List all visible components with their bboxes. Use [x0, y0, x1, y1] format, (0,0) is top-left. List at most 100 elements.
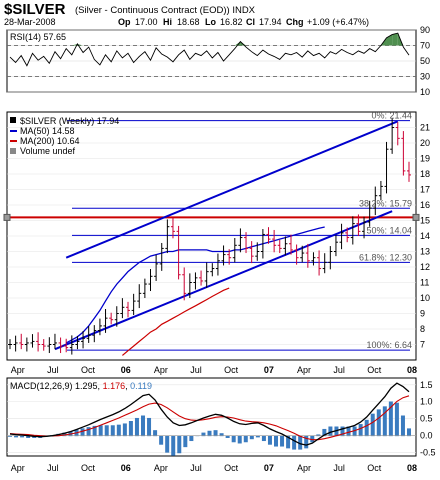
channel-lower-line [54, 210, 393, 351]
support-handle-left [3, 213, 11, 221]
legend-ma200: MA(200) 10.64 [20, 136, 80, 146]
macd-x-tick-label: Apr [297, 463, 311, 473]
price-tick-label: 7 [420, 340, 425, 350]
macd-histogram-bar [207, 430, 212, 437]
macd-histogram-bar [274, 435, 278, 447]
macd-x-tick-label: Oct [367, 463, 382, 473]
price-overlays [3, 120, 420, 356]
macd-histogram-bar [334, 426, 339, 437]
price-x-axis: Apr Jul Oct 06 Apr Jul Oct 07 Apr Jul Oct 08 [11, 365, 417, 375]
macd-histogram-bar [322, 428, 327, 437]
macd-histogram-bar [352, 426, 357, 437]
price-x-tick-label: 06 [121, 365, 131, 375]
price-tick-label: 10 [420, 293, 430, 303]
price-legend: $SILVER (Weekly) 17.94 MA(50) 14.58 MA(2… [10, 116, 119, 156]
low-value: 16.82 [220, 17, 243, 27]
macd-line [9, 382, 410, 446]
rsi-y-axis: 90 70 50 30 10 [420, 25, 430, 97]
price-tick-label: 8 [420, 324, 425, 334]
rsi-tick-label: 30 [420, 72, 430, 82]
change-label: Chg [286, 17, 304, 27]
macd-histogram-bar [92, 425, 97, 437]
price-x-tick-label: Oct [81, 365, 96, 375]
macd-histogram-bar [286, 435, 291, 449]
rsi-plot [9, 32, 410, 67]
support-handle-right [412, 213, 420, 221]
open-label: Op [118, 17, 131, 27]
legend-swatch-price [10, 117, 16, 123]
rsi-overbought-fill [234, 41, 241, 46]
macd-x-axis: Apr Jul Oct 06 Apr Jul Oct 07 Apr Jul Oct 08 [11, 463, 417, 473]
macd-y-axis: 1.5 1.0 0.5 0.0 -0.5 [420, 380, 436, 458]
price-x-tick-label: 08 [407, 365, 417, 375]
legend-price: $SILVER (Weekly) 17.94 [20, 116, 119, 126]
price-x-tick-label: Oct [224, 365, 239, 375]
price-tick-label: 9 [420, 309, 425, 319]
price-tick-label: 19 [420, 154, 430, 164]
macd-histogram-bar [304, 435, 309, 449]
price-tick-label: 11 [420, 278, 429, 288]
macd-histogram-bar [147, 417, 152, 437]
macd-histogram-bar [14, 435, 19, 438]
open-value: 17.00 [135, 17, 158, 27]
macd-histogram-bar [98, 425, 103, 437]
macd-x-tick-label: Oct [224, 463, 239, 473]
price-x-tick-label: Jul [333, 365, 345, 375]
price-bars [8, 118, 411, 355]
macd-histogram-bar [346, 426, 351, 437]
macd-tick-label: 0.5 [420, 414, 433, 424]
macd-x-tick-label: 07 [264, 463, 274, 473]
macd-histogram-bar [400, 415, 405, 437]
price-tick-label: 15 [420, 216, 430, 226]
macd-histogram-bar [128, 421, 133, 437]
macd-histogram-bar [62, 432, 67, 437]
rsi-tick-label: 10 [420, 87, 430, 97]
macd-histogram-bar [249, 435, 254, 440]
price-tick-label: 21 [420, 123, 430, 133]
high-label: Hi [163, 17, 172, 27]
macd-histogram-bar [358, 424, 363, 437]
rsi-title: RSI(14) 57.65 [10, 32, 66, 42]
macd-histogram-bar [26, 435, 31, 438]
macd-tick-label: 1.0 [420, 397, 433, 407]
ma50-line [65, 226, 325, 344]
macd-histogram-bar [122, 423, 127, 437]
macd-histogram-bar [407, 428, 411, 437]
macd-histogram-bar [104, 425, 109, 437]
price-tick-label: 13 [420, 247, 430, 257]
quote-date: 28-Mar-2008 [4, 17, 56, 27]
close-label: Cl [246, 17, 255, 27]
macd-histogram-bar [177, 435, 182, 454]
rsi-overbought-fill [392, 33, 398, 46]
macd-histogram-bar [316, 434, 321, 437]
macd-histogram-bar [171, 435, 176, 456]
low-label: Lo [205, 17, 216, 27]
macd-histogram-bar [394, 402, 399, 437]
rsi-tick-label: 50 [420, 56, 430, 66]
rsi-grid [7, 29, 416, 93]
symbol-title: $SILVER [4, 1, 66, 18]
change-value: +1.09 (+6.47%) [307, 17, 369, 27]
macd-histogram-bar [376, 409, 381, 437]
macd-histogram-bar [8, 435, 12, 437]
svg-text:MACD(12,26,9) 1.295, 1.176, 0.: MACD(12,26,9) 1.295, 1.176, 0.119 [10, 381, 152, 391]
channel-upper-line [65, 120, 399, 259]
macd-tick-label: -0.5 [420, 448, 436, 458]
price-panel: 21 20 19 18 17 16 15 14 13 12 11 10 9 8 7 0%: 21.44 38.… [3, 111, 430, 361]
macd-histogram-bar [237, 435, 242, 444]
macd-histogram-bar [20, 435, 25, 438]
price-y-axis: 21 20 19 18 17 16 15 14 13 12 11 10 9 8 7 [420, 123, 430, 350]
macd-x-tick-label: Jul [333, 463, 345, 473]
macd-histogram-bar [116, 424, 121, 437]
price-tick-label: 17 [420, 185, 430, 195]
macd-legend-hist: 0.119 [130, 381, 152, 391]
price-tick-label: 18 [420, 169, 430, 179]
macd-histogram-bar [141, 415, 145, 437]
macd-histogram-bar [388, 401, 393, 437]
macd-legend-signal: 1.176 [103, 381, 126, 391]
macd-signal-line [9, 395, 410, 441]
macd-histogram-bar [80, 428, 85, 437]
macd-histogram-bar [267, 435, 272, 445]
price-x-tick-label: Apr [297, 365, 311, 375]
macd-x-tick-label: Jul [47, 463, 59, 473]
